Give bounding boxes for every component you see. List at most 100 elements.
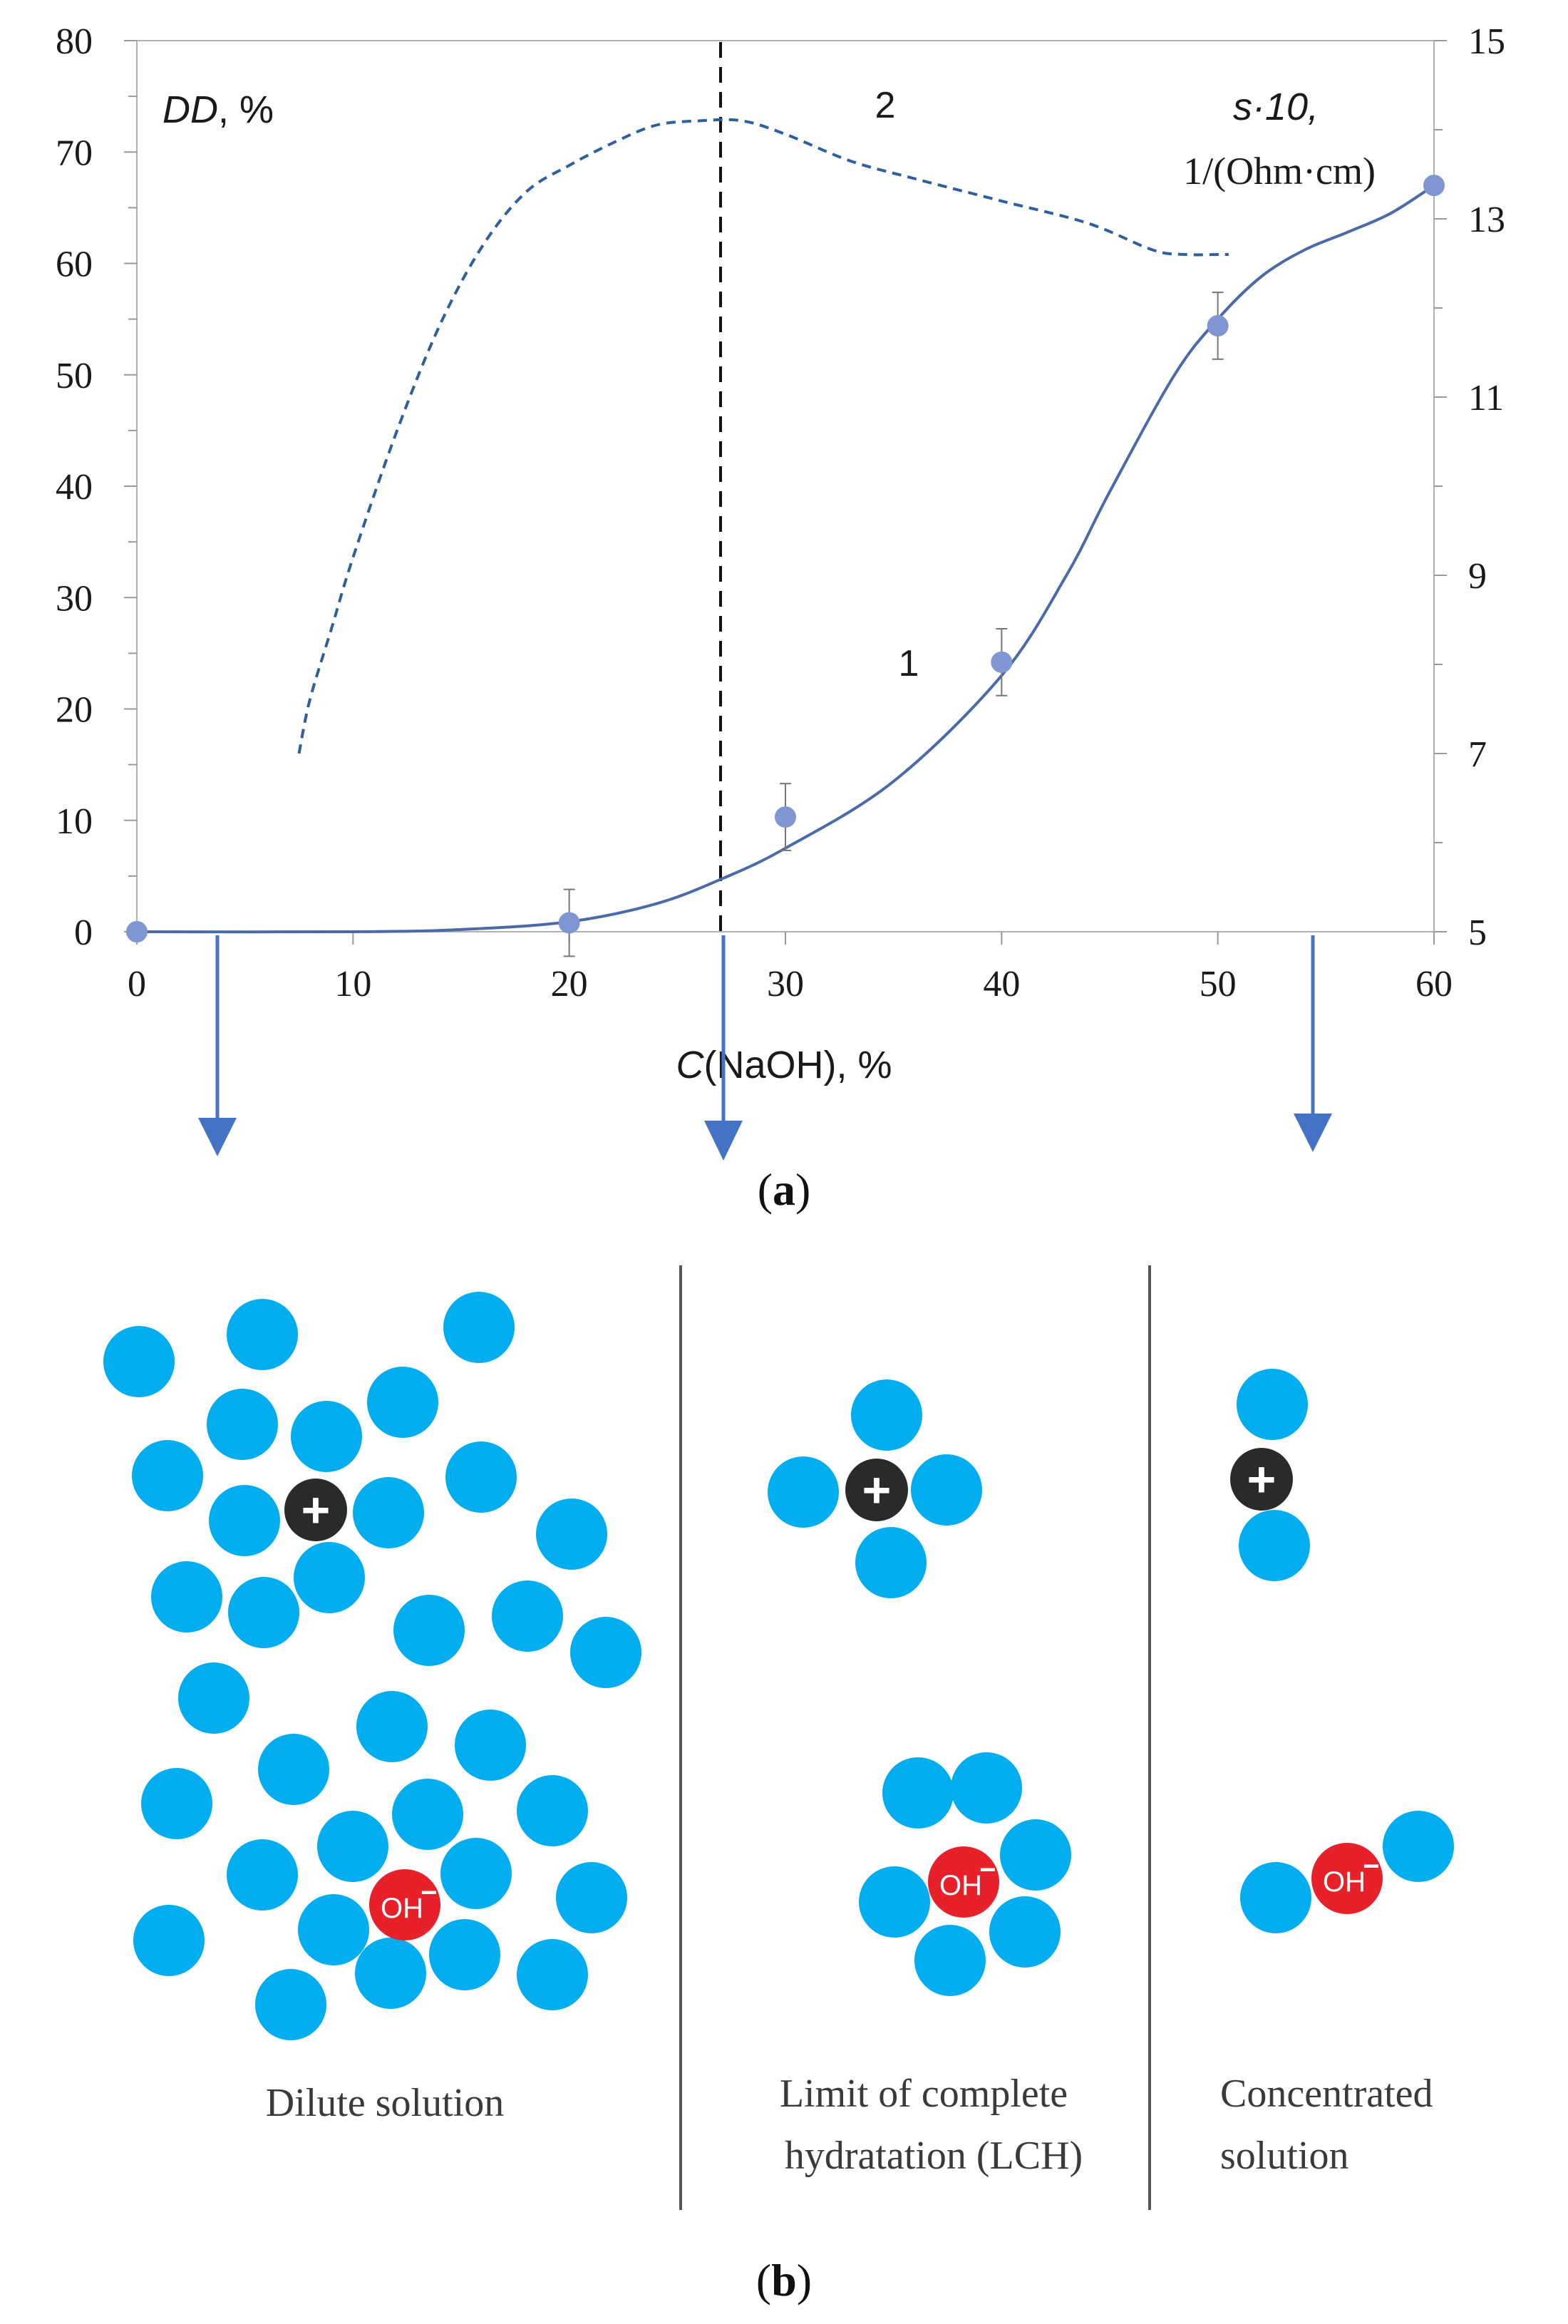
cation-symbol: + bbox=[862, 1462, 892, 1518]
x-axis-label: C(NaOH), % bbox=[676, 1044, 892, 1086]
arrow-lch bbox=[704, 935, 743, 1161]
water-molecule bbox=[209, 1485, 280, 1556]
water-molecule bbox=[227, 1839, 298, 1911]
y-right-tick-label: 13 bbox=[1468, 200, 1505, 240]
anion-symbol: OH bbox=[1323, 1866, 1366, 1898]
hydration-illustration: + + +OH− OH− OH− Dilute solution Limit of co… bbox=[103, 1265, 1454, 2210]
y-left-tick-label: 0 bbox=[74, 912, 93, 953]
data-point bbox=[1423, 175, 1445, 197]
cation-circle bbox=[284, 1479, 347, 1541]
cation-symbol: + bbox=[1247, 1451, 1276, 1507]
left-axis-label-unit: , % bbox=[218, 88, 274, 131]
water-molecule bbox=[294, 1542, 365, 1613]
water-molecule bbox=[258, 1734, 329, 1805]
water-molecule bbox=[178, 1662, 249, 1734]
water-molecule bbox=[492, 1580, 563, 1652]
water-molecule bbox=[440, 1838, 512, 1909]
water-molecule bbox=[989, 1896, 1061, 1968]
y-left-tick-label: 80 bbox=[56, 21, 93, 62]
data-point bbox=[558, 912, 580, 934]
anion-charge: − bbox=[421, 1877, 437, 1908]
water-molecule bbox=[133, 1905, 205, 1976]
x-tick-label: 10 bbox=[334, 964, 371, 1004]
water-molecule bbox=[291, 1401, 362, 1472]
x-tick-label: 60 bbox=[1415, 964, 1453, 1004]
right-axis-label-line2: 1/(Ohm·cm) bbox=[1183, 150, 1376, 192]
water-molecule bbox=[951, 1752, 1022, 1824]
y-left-tick-label: 60 bbox=[56, 245, 93, 285]
y-right-tick-label: 9 bbox=[1468, 556, 1487, 597]
x-tick-label: 40 bbox=[983, 964, 1020, 1004]
y-left-tick-label: 40 bbox=[56, 467, 93, 508]
y-left-tick-label: 70 bbox=[56, 133, 93, 173]
lch-label-line2: hydratation (LCH) bbox=[785, 2134, 1083, 2178]
water-molecule bbox=[859, 1866, 930, 1938]
cation-circle bbox=[1230, 1448, 1293, 1511]
water-molecule bbox=[1383, 1811, 1454, 1882]
lch-label-line1: Limit of complete bbox=[780, 2072, 1068, 2116]
water-molecule bbox=[1240, 1862, 1311, 1933]
water-molecule bbox=[443, 1292, 515, 1363]
water-molecule bbox=[556, 1862, 627, 1933]
anion-symbol: OH bbox=[939, 1870, 982, 1901]
anion-ion: OH− bbox=[928, 1846, 999, 1918]
data-point bbox=[1207, 315, 1229, 336]
water-molecule bbox=[517, 1939, 588, 2010]
y-right-tick-label: 11 bbox=[1468, 378, 1504, 418]
x-tick-label: 20 bbox=[551, 964, 588, 1004]
concentrated-label-line2: solution bbox=[1220, 2134, 1348, 2178]
water-molecule bbox=[1000, 1819, 1071, 1891]
series-2-line bbox=[297, 118, 1229, 754]
axis-ticks: 0 10 20 30 40 50 60 0 10 20 30 40 50 60 70 80 5 7 9 11 13 15 bbox=[56, 21, 1505, 1004]
y-right-tick-label: 5 bbox=[1468, 912, 1487, 953]
y-left-tick-label: 50 bbox=[56, 356, 93, 396]
data-point bbox=[991, 651, 1013, 673]
x-tick-label: 0 bbox=[128, 964, 146, 1004]
molecules: + + +OH− OH− OH− bbox=[103, 1292, 1454, 2040]
anion-circle bbox=[928, 1846, 999, 1918]
water-molecule bbox=[141, 1768, 212, 1839]
anion-ion: OH− bbox=[1311, 1843, 1383, 1914]
anion-circle bbox=[369, 1869, 440, 1940]
x-tick-label: 30 bbox=[767, 964, 804, 1004]
water-molecule bbox=[768, 1456, 839, 1528]
water-molecule bbox=[356, 1691, 428, 1762]
water-molecule bbox=[1239, 1510, 1310, 1581]
pointer-arrows bbox=[198, 935, 1332, 1161]
water-molecule bbox=[103, 1326, 175, 1397]
series-label-2: 2 bbox=[875, 85, 896, 126]
y-right-tick-label: 7 bbox=[1468, 734, 1487, 775]
data-point bbox=[775, 806, 796, 828]
series-1-line bbox=[136, 184, 1435, 934]
water-molecule bbox=[851, 1379, 922, 1451]
cation-ion: + bbox=[284, 1479, 347, 1541]
water-molecule bbox=[536, 1498, 607, 1570]
series-1-points bbox=[126, 175, 1445, 957]
cation-ion: + bbox=[845, 1459, 908, 1521]
water-molecule bbox=[445, 1441, 517, 1513]
dilute-label: Dilute solution bbox=[266, 2081, 504, 2125]
anion-charge: − bbox=[979, 1854, 996, 1886]
water-molecule bbox=[392, 1779, 463, 1850]
water-molecule bbox=[570, 1617, 641, 1688]
concentrated-label-line1: Concentrated bbox=[1220, 2072, 1433, 2116]
left-axis-label: DD, % bbox=[163, 88, 274, 131]
conductivity-chart: 0 10 20 30 40 50 6001020304050607080579111315 … bbox=[56, 21, 1505, 1086]
water-molecule bbox=[455, 1709, 526, 1781]
left-axis-label-italic: DD bbox=[163, 88, 218, 131]
water-molecule bbox=[367, 1367, 438, 1438]
water-molecule bbox=[151, 1561, 222, 1633]
water-molecule bbox=[855, 1527, 927, 1598]
anion-charge: − bbox=[1363, 1851, 1379, 1882]
cation-ion: + bbox=[1230, 1448, 1293, 1511]
arrow-concentrated bbox=[1294, 935, 1332, 1152]
x-axis-label-rest: (NaOH), % bbox=[703, 1044, 892, 1086]
cation-symbol: + bbox=[301, 1482, 331, 1538]
water-molecule bbox=[355, 1938, 426, 2009]
water-molecule bbox=[317, 1811, 388, 1882]
anion-ion: OH− bbox=[369, 1869, 440, 1940]
cation-circle bbox=[845, 1459, 908, 1521]
panel-a-label: (a) bbox=[758, 1164, 811, 1215]
water-molecule bbox=[228, 1577, 299, 1648]
